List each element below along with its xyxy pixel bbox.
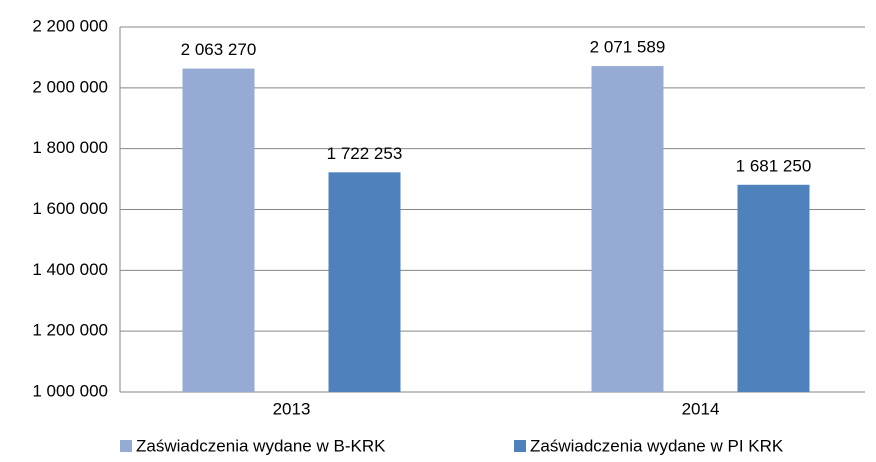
y-tick-label: 2 000 000 [32, 77, 108, 96]
data-label: 2 071 589 [590, 38, 666, 57]
data-label: 1 681 250 [736, 156, 812, 175]
bar [328, 172, 401, 392]
y-tick-label: 1 600 000 [32, 199, 108, 218]
y-tick-label: 1 000 000 [32, 381, 108, 400]
y-tick-label: 1 800 000 [32, 138, 108, 157]
legend-swatch [514, 440, 526, 452]
bar [182, 68, 255, 392]
bar [737, 184, 810, 392]
x-tick-label: 2013 [273, 399, 311, 418]
legend-swatch [120, 440, 132, 452]
y-tick-label: 2 200 000 [32, 16, 108, 35]
legend-label: Zaświadczenia wydane w PI KRK [530, 436, 784, 455]
data-label: 2 063 270 [181, 40, 257, 59]
bar [591, 66, 664, 392]
x-tick-label: 2014 [682, 399, 720, 418]
y-tick-label: 1 200 000 [32, 321, 108, 340]
data-label: 1 722 253 [327, 144, 403, 163]
legend-label: Zaświadczenia wydane w B-KRK [136, 436, 386, 455]
y-tick-label: 1 400 000 [32, 260, 108, 279]
